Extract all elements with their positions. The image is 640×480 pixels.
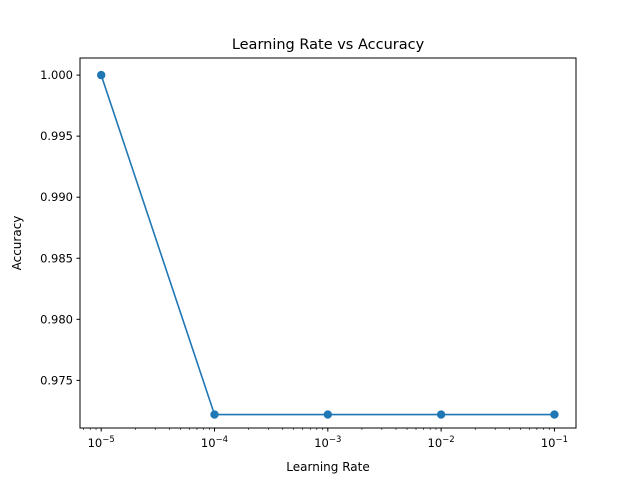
- x-tick-label: 10−5: [88, 435, 115, 450]
- data-point: [96, 70, 106, 80]
- x-axis-ticks: 10−5 10−4 10−3 10−2 10−1: [83, 428, 568, 450]
- data-point: [323, 410, 333, 419]
- y-tick-label: 1.000: [40, 68, 73, 82]
- data-point: [436, 410, 446, 419]
- x-tick-label: 10−3: [314, 435, 341, 450]
- y-tick-label: 0.990: [40, 190, 73, 204]
- y-axis-ticks: 0.975 0.980 0.985 0.990 0.995 1.000: [40, 68, 80, 387]
- y-tick-label: 0.995: [40, 129, 73, 143]
- series-layer: [96, 70, 559, 419]
- plot-frame: [79, 57, 577, 429]
- y-tick-label: 0.985: [40, 251, 73, 265]
- x-axis-label: Learning Rate: [286, 460, 369, 474]
- y-tick-label: 0.980: [40, 312, 73, 326]
- y-tick-label: 0.975: [40, 373, 73, 387]
- x-tick-label: 10−1: [541, 435, 568, 450]
- data-point: [550, 410, 559, 419]
- data-point: [210, 410, 219, 419]
- x-tick-label: 10−4: [201, 435, 228, 450]
- chart-title: Learning Rate vs Accuracy: [232, 37, 425, 53]
- x-tick-label: 10−2: [428, 435, 455, 450]
- y-axis-label: Accuracy: [10, 216, 24, 271]
